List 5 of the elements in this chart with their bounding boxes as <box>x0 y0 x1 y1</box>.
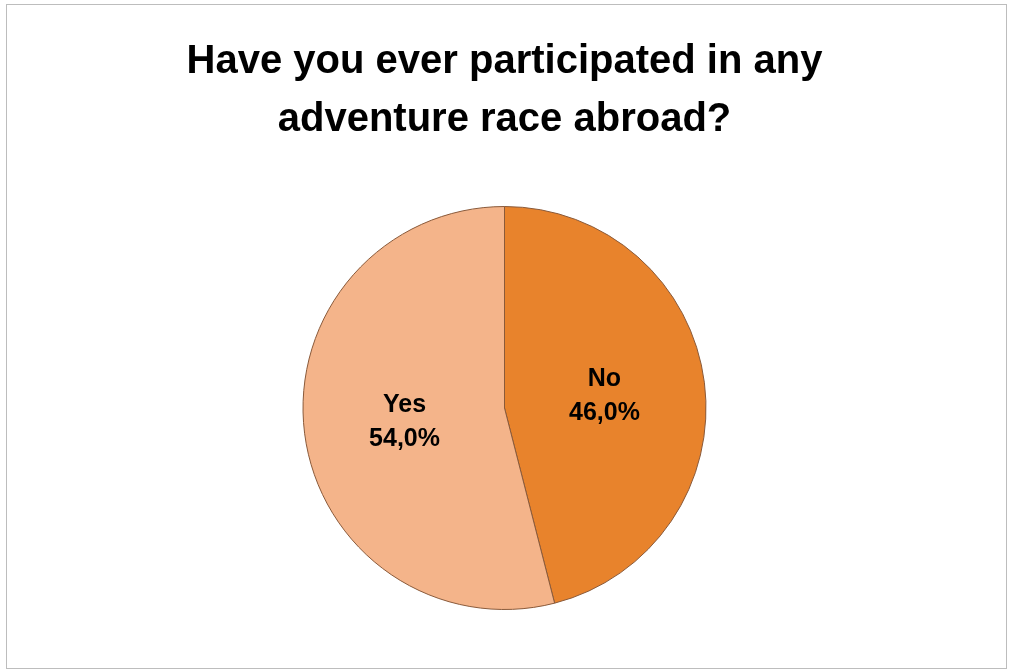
data-label: 54,0% <box>369 422 440 451</box>
slice-label: No <box>587 363 622 392</box>
data-label: 46,0% <box>569 397 640 426</box>
slice-label: Yes <box>382 388 427 417</box>
chart-title: Have you ever participated in any adventure race abroad? <box>185 36 824 141</box>
